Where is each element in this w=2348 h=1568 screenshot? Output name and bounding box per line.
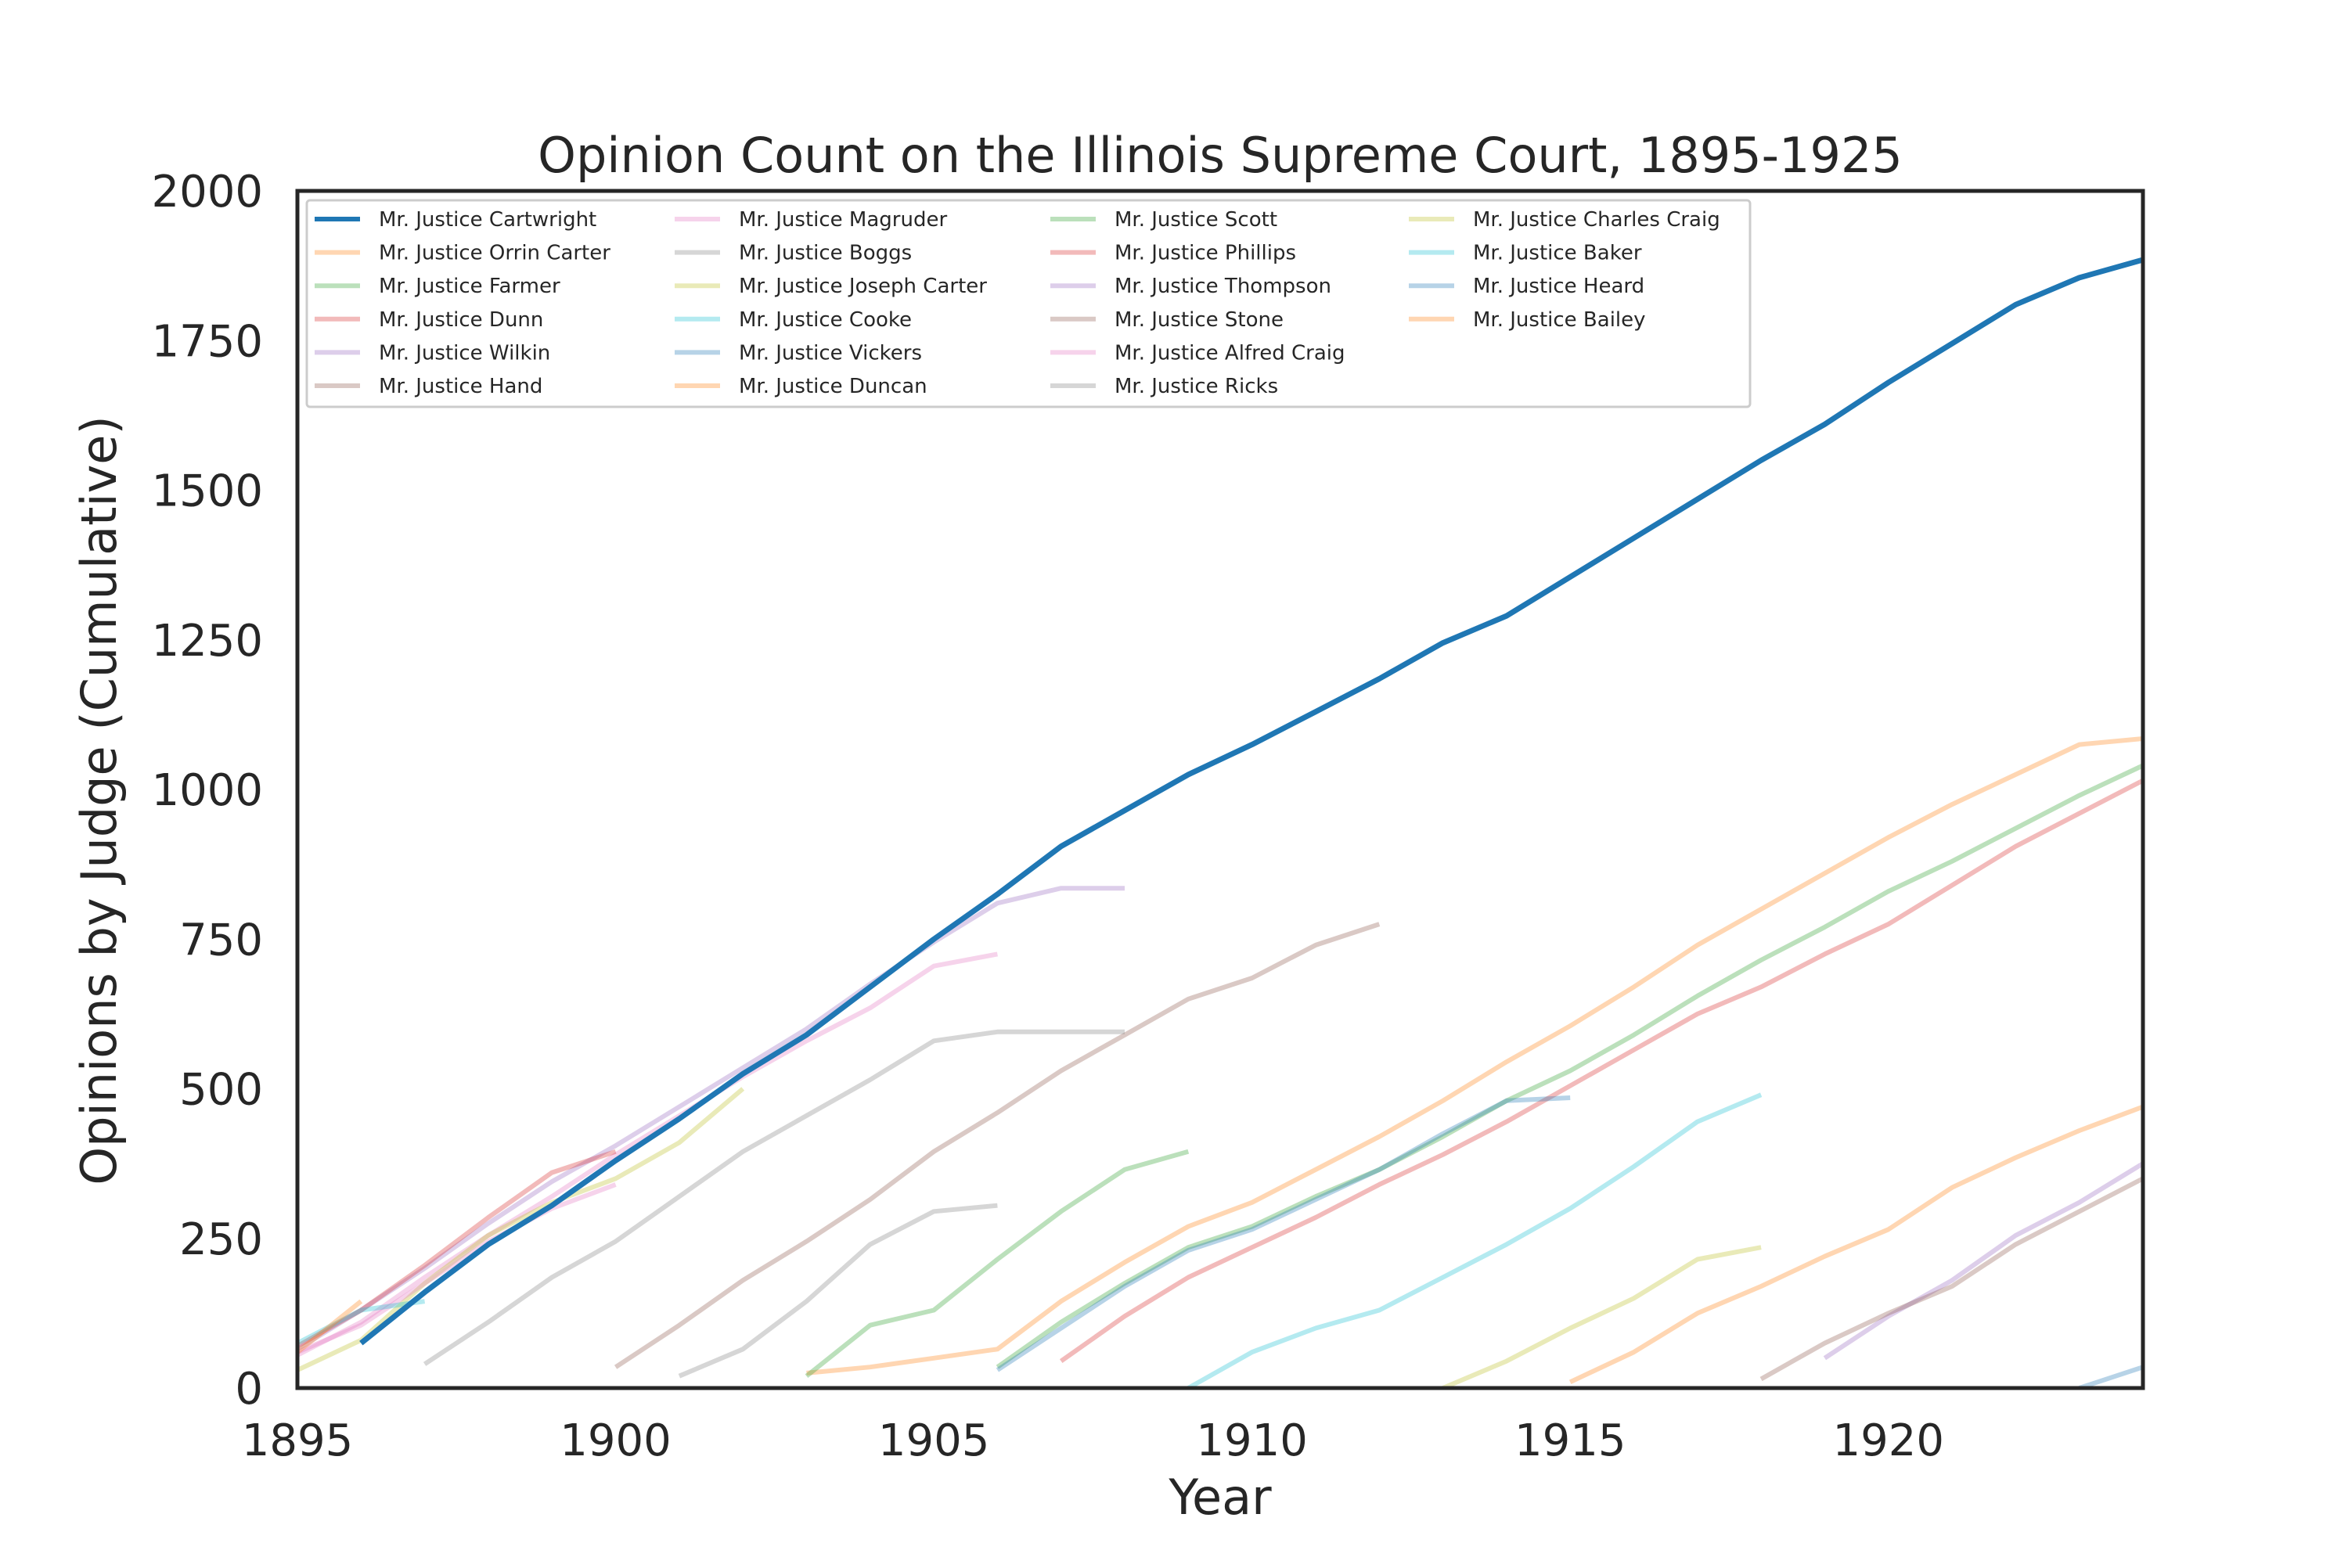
legend-label: Mr. Justice Heard xyxy=(1473,275,1644,298)
legend-item-mr-justice-joseph-carter: Mr. Justice Joseph Carter xyxy=(675,275,987,298)
legend-label: Mr. Justice Ricks xyxy=(1115,375,1278,398)
x-tick-label: 1900 xyxy=(560,1415,672,1466)
x-tick-label: 1910 xyxy=(1196,1415,1308,1466)
series-line-mr-justice-stone xyxy=(1759,1176,2143,1382)
legend-label: Mr. Justice Baker xyxy=(1473,242,1642,265)
legend-item-mr-justice-heard: Mr. Justice Heard xyxy=(1409,275,1644,298)
series-line-mr-justice-heard xyxy=(2078,1365,2143,1388)
legend-label: Mr. Justice Vickers xyxy=(739,341,922,365)
y-tick-label: 1750 xyxy=(151,316,263,367)
y-tick-label: 0 xyxy=(235,1364,263,1415)
legend-item-mr-justice-farmer: Mr. Justice Farmer xyxy=(315,275,560,298)
y-tick-label: 1500 xyxy=(151,466,263,517)
x-tick-label: 1905 xyxy=(878,1415,990,1466)
legend-item-mr-justice-hand: Mr. Justice Hand xyxy=(315,375,542,398)
axes: 1895 1900 1905 1910 1915 1920 0 250 500 750 1000 12… xyxy=(151,167,2145,1466)
y-tick-label: 500 xyxy=(179,1065,263,1116)
series-line-mr-justice-orrin-carter xyxy=(806,736,2143,1376)
series-line-mr-justice-boggs xyxy=(423,1029,1125,1366)
legend-item-mr-justice-cooke: Mr. Justice Cooke xyxy=(675,308,912,332)
x-tick-label: 1895 xyxy=(242,1415,354,1466)
legend-label: Mr. Justice Scott xyxy=(1115,208,1277,232)
series-line-mr-justice-cartwright xyxy=(359,257,2143,1346)
series-line-mr-justice-thompson xyxy=(1823,1161,2143,1361)
legend-item-mr-justice-scott: Mr. Justice Scott xyxy=(1050,208,1277,232)
y-axis-label: Opinions by Judge (Cumulative) xyxy=(70,415,128,1185)
chart-title: Opinion Count on the Illinois Supreme Co… xyxy=(538,127,1903,184)
series-line-mr-justice-phillips xyxy=(297,1149,617,1349)
series-line-mr-justice-hand xyxy=(614,922,1381,1369)
legend-item-mr-justice-wilkin: Mr. Justice Wilkin xyxy=(315,341,550,365)
legend-label: Mr. Justice Boggs xyxy=(739,242,912,265)
legend-item-mr-justice-boggs: Mr. Justice Boggs xyxy=(675,242,912,265)
series-line-mr-justice-magruder xyxy=(297,951,998,1358)
legend-label: Mr. Justice Cartwright xyxy=(379,208,596,232)
series-line-mr-justice-duncan xyxy=(1568,1104,2143,1385)
plot-frame xyxy=(295,189,2145,1390)
legend-label: Mr. Justice Cooke xyxy=(739,308,912,332)
legend-item-mr-justice-ricks: Mr. Justice Ricks xyxy=(1050,375,1278,398)
series-line-mr-justice-wilkin xyxy=(297,886,1125,1351)
y-tick-label: 250 xyxy=(179,1214,263,1265)
legend-item-mr-justice-vickers: Mr. Justice Vickers xyxy=(675,341,922,365)
series-line-mr-justice-cooke xyxy=(1187,1092,1763,1388)
y-tick-label: 2000 xyxy=(151,167,263,218)
series-line-mr-justice-alfred-craig xyxy=(297,1182,617,1354)
legend-label: Mr. Justice Charles Craig xyxy=(1473,208,1720,232)
y-tick-label: 750 xyxy=(179,915,263,966)
series-line-mr-justice-ricks xyxy=(678,1203,998,1379)
legend-label: Mr. Justice Magruder xyxy=(739,208,947,232)
series-line-mr-justice-farmer xyxy=(996,763,2143,1369)
legend: Mr. Justice Cartwright Mr. Justice Orrin … xyxy=(305,199,1752,408)
legend-item-mr-justice-stone: Mr. Justice Stone xyxy=(1050,308,1284,332)
series-lines xyxy=(297,257,2143,1388)
legend-label: Mr. Justice Phillips xyxy=(1115,242,1296,265)
legend-box xyxy=(305,199,1752,408)
legend-label: Mr. Justice Dunn xyxy=(379,308,543,332)
legend-item-mr-justice-orrin-carter: Mr. Justice Orrin Carter xyxy=(315,242,610,265)
legend-label: Mr. Justice Wilkin xyxy=(379,341,550,365)
legend-label: Mr. Justice Thompson xyxy=(1115,275,1331,298)
legend-label: Mr. Justice Stone xyxy=(1115,308,1284,332)
series-line-mr-justice-baker xyxy=(297,1299,426,1346)
legend-item-mr-justice-duncan: Mr. Justice Duncan xyxy=(675,375,927,398)
series-line-mr-justice-vickers xyxy=(996,1095,1571,1372)
series-line-mr-justice-charles-craig xyxy=(1442,1245,1762,1388)
legend-item-mr-justice-phillips: Mr. Justice Phillips xyxy=(1050,242,1296,265)
legend-item-mr-justice-bailey: Mr. Justice Bailey xyxy=(1409,308,1646,332)
legend-item-mr-justice-dunn: Mr. Justice Dunn xyxy=(315,308,543,332)
legend-item-mr-justice-charles-craig: Mr. Justice Charles Craig xyxy=(1409,208,1720,232)
legend-label: Mr. Justice Joseph Carter xyxy=(739,275,987,298)
legend-label: Mr. Justice Alfred Craig xyxy=(1115,341,1345,365)
legend-item-mr-justice-magruder: Mr. Justice Magruder xyxy=(675,208,947,232)
series-line-mr-justice-dunn xyxy=(1059,778,2143,1364)
legend-label: Mr. Justice Duncan xyxy=(739,375,927,398)
series-line-mr-justice-bailey xyxy=(297,1299,363,1354)
legend-label: Mr. Justice Bailey xyxy=(1473,308,1646,332)
legend-label: Mr. Justice Farmer xyxy=(379,275,560,298)
legend-item-mr-justice-cartwright: Mr. Justice Cartwright xyxy=(315,208,596,232)
x-tick-label: 1920 xyxy=(1833,1415,1945,1466)
legend-label: Mr. Justice Hand xyxy=(379,375,542,398)
series-line-mr-justice-scott xyxy=(805,1149,1190,1379)
legend-item-mr-justice-alfred-craig: Mr. Justice Alfred Craig xyxy=(1050,341,1345,365)
legend-item-mr-justice-thompson: Mr. Justice Thompson xyxy=(1050,275,1331,298)
y-tick-label: 1250 xyxy=(151,616,263,667)
y-tick-label: 1000 xyxy=(151,765,263,816)
series-line-mr-justice-joseph-carter xyxy=(297,1087,745,1372)
x-tick-label: 1915 xyxy=(1514,1415,1626,1466)
x-axis-label: Year xyxy=(1168,1469,1272,1526)
legend-item-mr-justice-baker: Mr. Justice Baker xyxy=(1409,242,1642,265)
legend-label: Mr. Justice Orrin Carter xyxy=(379,242,610,265)
